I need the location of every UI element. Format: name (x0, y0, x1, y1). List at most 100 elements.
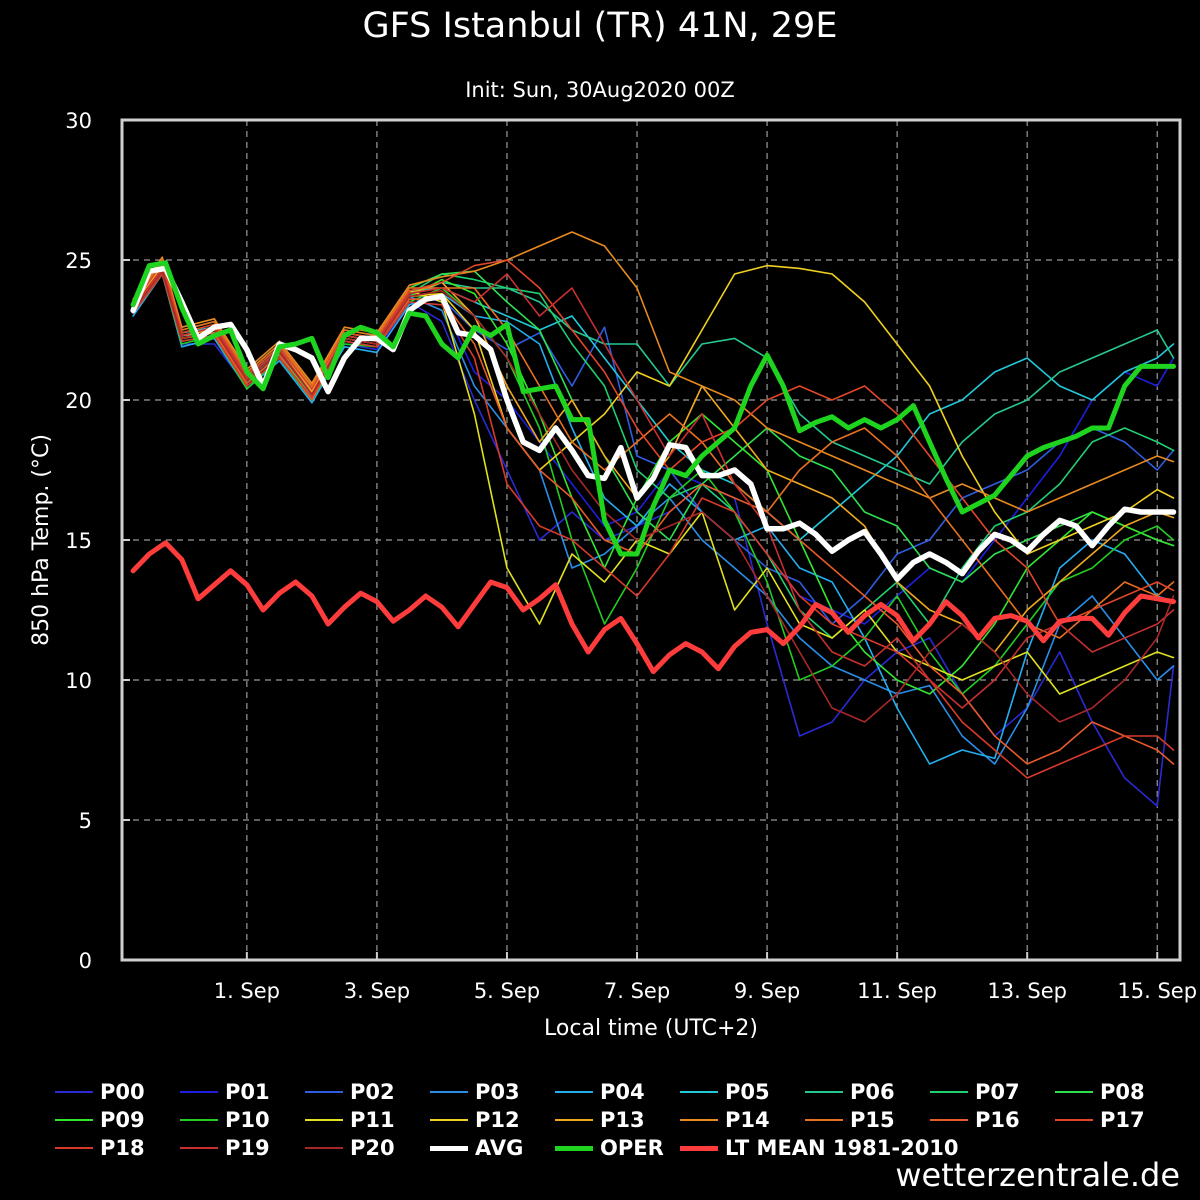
legend-label: OPER (600, 1136, 664, 1160)
x-tick-label: 3. Sep (344, 979, 410, 1003)
series-line-p09 (132, 270, 1175, 695)
legend-item: P09 (55, 1106, 145, 1134)
legend-item: P06 (805, 1078, 895, 1106)
legend-item: P07 (930, 1078, 1020, 1106)
legend-swatch (430, 1145, 468, 1151)
legend-item: P17 (1055, 1106, 1145, 1134)
series-line-p19 (132, 267, 1175, 709)
legend-item: OPER (555, 1134, 664, 1162)
legend-swatch (180, 1119, 218, 1121)
legend-item: P19 (180, 1134, 270, 1162)
legend-item: P16 (930, 1106, 1020, 1134)
x-axis-label: Local time (UTC+2) (544, 1016, 758, 1041)
x-tick-label: 1. Sep (214, 979, 280, 1003)
x-tick-label: 9. Sep (734, 979, 800, 1003)
series-line-p07 (132, 264, 1175, 639)
legend-item: P08 (1055, 1078, 1145, 1106)
legend-swatch (305, 1147, 343, 1149)
legend-label: P16 (975, 1108, 1020, 1132)
legend-label: P14 (725, 1108, 770, 1132)
series-line-p17 (132, 259, 1175, 625)
legend-label: P18 (100, 1136, 145, 1160)
grid-lines (122, 120, 1180, 960)
series-line-lt-mean-1981-2010 (130, 540, 1176, 675)
legend-swatch (180, 1091, 218, 1093)
legend-label: P19 (225, 1136, 270, 1160)
legend-item: P20 (305, 1134, 395, 1162)
legend-swatch (55, 1119, 93, 1121)
legend-label: P13 (600, 1108, 645, 1132)
legend-item: LT MEAN 1981-2010 (680, 1134, 959, 1162)
legend-swatch (805, 1091, 843, 1093)
series-line-p18 (132, 273, 1175, 779)
legend-label: AVG (475, 1136, 524, 1160)
series-line-p20 (132, 270, 1175, 723)
series-line-p13 (132, 264, 1175, 653)
legend-swatch (430, 1091, 468, 1093)
x-tick-label: 5. Sep (474, 979, 540, 1003)
y-tick-label: 30 (65, 109, 92, 133)
legend-swatch (930, 1119, 968, 1121)
y-tick-label: 5 (79, 809, 92, 833)
legend-item: AVG (430, 1134, 523, 1162)
legend-label: LT MEAN 1981-2010 (725, 1136, 959, 1160)
legend-swatch (680, 1091, 718, 1093)
legend-swatch (305, 1091, 343, 1093)
legend-swatch (680, 1119, 718, 1121)
legend-label: P01 (225, 1080, 270, 1104)
series-line-p01 (132, 264, 1175, 625)
legend-label: P12 (475, 1108, 520, 1132)
x-tick-label: 15. Sep (1117, 979, 1197, 1003)
legend-item: P04 (555, 1078, 645, 1106)
legend-label: P09 (100, 1108, 145, 1132)
y-tick-label: 20 (65, 389, 92, 413)
axis-ticks: 0 5 10 15 20 25 30 1. Sep 3. Sep 5. Sep 7. Sep 9. S… (65, 109, 1197, 1003)
legend-swatch (55, 1091, 93, 1093)
legend-swatch (1055, 1091, 1093, 1093)
series-line-avg (130, 265, 1177, 582)
legend-swatch (180, 1147, 218, 1149)
legend-swatch (555, 1119, 593, 1121)
y-axis-label: 850 hPa Temp. (°C) (29, 434, 54, 646)
legend-swatch (930, 1091, 968, 1093)
y-tick-label: 0 (79, 949, 92, 973)
series-line-p06 (132, 267, 1175, 485)
series-line-p14 (132, 231, 1175, 513)
legend-label: P08 (1100, 1080, 1145, 1104)
legend-swatch (555, 1091, 593, 1093)
legend-label: P05 (725, 1080, 770, 1104)
legend-item: P02 (305, 1078, 395, 1106)
legend-label: P15 (850, 1108, 895, 1132)
series-lines (130, 231, 1177, 807)
legend-label: P07 (975, 1080, 1020, 1104)
legend-item: P00 (55, 1078, 145, 1106)
legend-label: P10 (225, 1108, 270, 1132)
legend-swatch (55, 1147, 93, 1149)
legend-swatch (680, 1145, 718, 1151)
legend-item: P12 (430, 1106, 520, 1134)
y-tick-label: 10 (65, 669, 92, 693)
legend-label: P17 (1100, 1108, 1145, 1132)
legend-item: P14 (680, 1106, 770, 1134)
legend-swatch (555, 1145, 593, 1151)
source-credit: wetterzentrale.de (895, 1156, 1180, 1194)
chart-title: GFS Istanbul (TR) 41N, 29E (362, 6, 838, 46)
y-tick-label: 25 (65, 249, 92, 273)
legend-item: P15 (805, 1106, 895, 1134)
x-tick-label: 11. Sep (857, 979, 937, 1003)
legend-label: P04 (600, 1080, 645, 1104)
legend-item: P01 (180, 1078, 270, 1106)
legend-label: P11 (350, 1108, 395, 1132)
legend-label: P02 (350, 1080, 395, 1104)
legend-swatch (805, 1119, 843, 1121)
legend-label: P03 (475, 1080, 520, 1104)
legend-label: P06 (850, 1080, 895, 1104)
chart-subtitle: Init: Sun, 30Aug2020 00Z (465, 78, 735, 102)
legend-item: P18 (55, 1134, 145, 1162)
legend-item: P13 (555, 1106, 645, 1134)
legend-label: P20 (350, 1136, 395, 1160)
y-tick-label: 15 (65, 529, 92, 553)
legend-item: P11 (305, 1106, 395, 1134)
x-tick-label: 13. Sep (987, 979, 1067, 1003)
